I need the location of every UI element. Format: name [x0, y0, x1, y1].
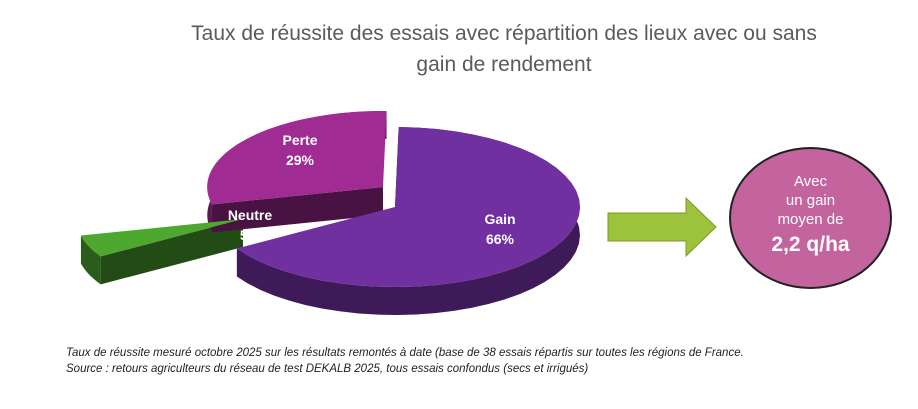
pie-slice-wall-neutre	[100, 219, 243, 285]
pie-chart: Gain 66% Neutre 5% Perte 29%	[80, 111, 580, 315]
footnote-line-2: Source : retours agriculteurs du réseau …	[66, 363, 589, 375]
pie-slice-neutre	[80, 219, 243, 257]
callout-line-1: Avec	[793, 173, 828, 190]
chart-title: Taux de réussite des essais avec réparti…	[170, 18, 838, 80]
pie-labels: Gain 66% Neutre 5% Perte 29%	[228, 132, 516, 247]
pie-slice-perte	[207, 111, 387, 205]
slice-name-perte: Perte	[282, 132, 317, 148]
slice-name-gain: Gain	[484, 211, 515, 227]
slice-name-neutre: Neutre	[228, 207, 273, 223]
slice-value-neutre: 5%	[240, 227, 261, 243]
pie-slice-gain	[236, 127, 580, 287]
footnote: Taux de réussite mesuré octobre 2025 sur…	[66, 345, 744, 377]
chart-title-line-2: gain de rendement	[416, 53, 592, 76]
right-arrow-icon	[607, 196, 717, 258]
pie-tops	[80, 111, 580, 287]
footnote-line-1: Taux de réussite mesuré octobre 2025 sur…	[66, 347, 744, 359]
slice-value-gain: 66%	[486, 231, 515, 247]
pie-slice-wall-perte	[211, 187, 383, 233]
callout-value: 2,2 q/ha	[771, 233, 850, 256]
gain-callout-bubble: Avec un gain moyen de 2,2 q/ha	[729, 147, 892, 289]
callout-line-3: moyen de	[777, 211, 844, 228]
chart-title-line-1: Taux de réussite des essais avec réparti…	[191, 22, 817, 45]
callout-line-2: un gain	[785, 192, 836, 209]
slice-value-perte: 29%	[286, 152, 315, 168]
pie-slice-side-neutre	[80, 235, 101, 285]
